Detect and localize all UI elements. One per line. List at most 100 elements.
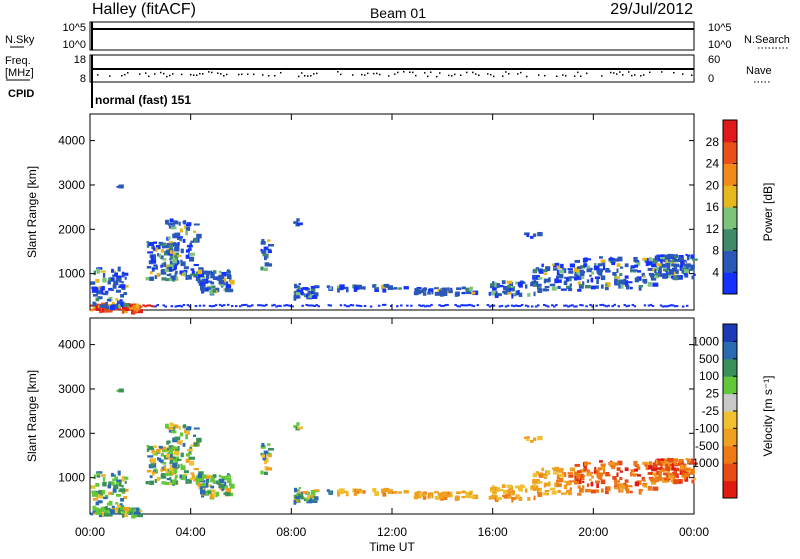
power-cell	[508, 281, 514, 287]
velocity-cell	[174, 436, 181, 441]
colorbar-swatch	[723, 480, 737, 499]
velocity-cell	[672, 461, 676, 464]
velocity-cell	[673, 462, 679, 466]
nave-dot	[562, 74, 564, 76]
velocity-cell	[210, 485, 215, 489]
power-cell	[579, 283, 583, 287]
velocity-cell	[297, 493, 304, 499]
power-cell	[613, 274, 618, 279]
velocity-cell	[636, 466, 641, 470]
velocity-cell	[584, 461, 588, 466]
velocity-cell	[551, 490, 557, 495]
power-cell	[601, 260, 606, 266]
power-cell	[668, 271, 674, 275]
velocity-cell	[362, 490, 366, 494]
power-cell	[293, 283, 298, 289]
power-cell	[468, 303, 472, 306]
power-cell	[496, 293, 502, 297]
power-cell	[551, 304, 554, 307]
power-cell	[119, 284, 126, 289]
power-cell	[114, 304, 118, 310]
power-cell	[150, 258, 154, 263]
power-cell	[578, 284, 584, 289]
nave-dot	[208, 71, 210, 73]
power-cell	[157, 253, 160, 257]
velocity-cell	[114, 476, 119, 481]
velocity-cell	[100, 474, 106, 477]
power-cell	[263, 304, 266, 307]
nave-dot	[196, 74, 198, 76]
power-cell	[185, 254, 190, 259]
velocity-cell	[115, 481, 122, 486]
velocity-cell	[680, 464, 684, 470]
velocity-cell	[122, 490, 125, 495]
power-cell	[160, 264, 163, 268]
velocity-cell	[553, 472, 558, 475]
velocity-cell	[577, 478, 582, 484]
power-cell	[526, 232, 530, 235]
power-cell	[93, 270, 97, 276]
power-cell	[547, 305, 550, 308]
power-cell	[310, 288, 316, 293]
power-cell	[683, 272, 687, 276]
velocity-cell	[149, 480, 155, 485]
power-cell	[247, 305, 250, 308]
velocity-cell	[185, 479, 188, 485]
power-cell	[673, 275, 678, 281]
velocity-colorbar-tick-label: -100	[695, 421, 719, 435]
power-cell	[170, 250, 173, 254]
velocity-cell	[221, 488, 225, 491]
nave-dot	[430, 71, 432, 73]
velocity-cell	[97, 500, 103, 504]
power-cell	[161, 277, 167, 281]
power-cell	[92, 306, 98, 310]
power-cell	[469, 287, 473, 292]
velocity-cell	[305, 497, 309, 502]
power-cell	[553, 263, 559, 268]
power-cell	[289, 304, 292, 307]
velocity-cell	[672, 475, 676, 480]
power-cell	[520, 303, 524, 306]
velocity-cell	[683, 467, 690, 471]
power-cell	[297, 222, 303, 226]
power-cell	[95, 305, 98, 310]
velocity-cell	[629, 472, 633, 477]
power-cell	[518, 305, 522, 308]
velocity-cell	[440, 494, 443, 499]
power-cell	[215, 290, 218, 294]
power-cell	[573, 305, 576, 308]
power-cell	[296, 218, 300, 222]
power-cell	[537, 277, 543, 280]
power-cell	[469, 291, 476, 295]
power-cell	[656, 263, 662, 266]
velocity-cell	[226, 473, 230, 476]
velocity-cell	[566, 489, 571, 494]
power-cell	[569, 263, 576, 268]
velocity-cell	[605, 486, 611, 492]
velocity-cell	[661, 469, 666, 472]
power-cell	[596, 269, 603, 274]
power-cell	[168, 241, 174, 244]
y-tick-label: 2000	[58, 222, 85, 236]
velocity-cell	[593, 470, 597, 474]
velocity-colorbar-label: Velocity [m s⁻¹]	[761, 375, 775, 456]
power-cell	[206, 270, 213, 274]
velocity-cell	[532, 472, 538, 478]
velocity-cell	[301, 497, 306, 500]
power-cell	[154, 274, 158, 279]
velocity-cell	[216, 482, 221, 485]
velocity-cell	[111, 472, 114, 477]
velocity-cell	[604, 490, 609, 495]
nave-dot	[565, 75, 567, 77]
nave-dot	[388, 75, 390, 77]
velocity-cell	[557, 489, 561, 494]
power-cell	[152, 254, 157, 260]
power-cell	[586, 279, 590, 283]
power-cell	[267, 250, 272, 254]
power-cell	[614, 280, 617, 285]
power-colorbar: 4 8 12 16 20 24 28	[706, 119, 738, 295]
velocity-cell	[678, 479, 681, 482]
power-cell	[225, 281, 229, 284]
velocity-cell	[121, 510, 125, 514]
velocity-cell	[614, 462, 620, 466]
